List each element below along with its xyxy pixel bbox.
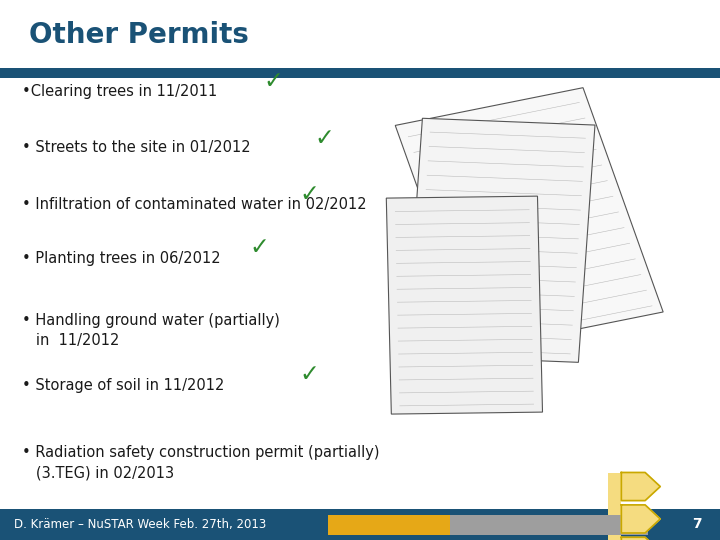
Text: •Clearing trees in 11/2011: •Clearing trees in 11/2011 [22,84,217,99]
Bar [0,78,720,509]
Text: Other Permits: Other Permits [29,21,248,49]
Bar [406,118,595,362]
Text: • Planting trees in 06/2012: • Planting trees in 06/2012 [22,251,220,266]
Text: ✓: ✓ [300,183,320,206]
Bar [0,0,720,68]
Text: • Radiation safety construction permit (partially)
   (3.TEG) in 02/2013: • Radiation safety construction permit (… [22,446,379,480]
Polygon shape [621,505,660,533]
Text: ✓: ✓ [314,126,334,150]
Text: ✓: ✓ [300,362,320,386]
Text: ✓: ✓ [249,235,269,259]
Bar [450,515,648,535]
Bar [0,68,720,78]
Text: • Storage of soil in 11/2012: • Storage of soil in 11/2012 [22,378,224,393]
Bar [0,509,720,540]
Bar [387,196,542,414]
Bar [395,87,663,350]
Polygon shape [621,537,660,540]
Text: ✓: ✓ [264,69,284,93]
Text: 7: 7 [693,517,702,531]
Bar [328,515,450,535]
Text: • Infiltration of contaminated water in 02/2012: • Infiltration of contaminated water in … [22,197,366,212]
Text: • Handling ground water (partially)
   in  11/2012: • Handling ground water (partially) in 1… [22,313,279,348]
Polygon shape [621,472,660,501]
Text: • Streets to the site in 01/2012: • Streets to the site in 01/2012 [22,140,251,156]
Text: D. Krämer – NuSTAR Week Feb. 27th, 2013: D. Krämer – NuSTAR Week Feb. 27th, 2013 [14,518,266,531]
Bar [608,472,621,540]
